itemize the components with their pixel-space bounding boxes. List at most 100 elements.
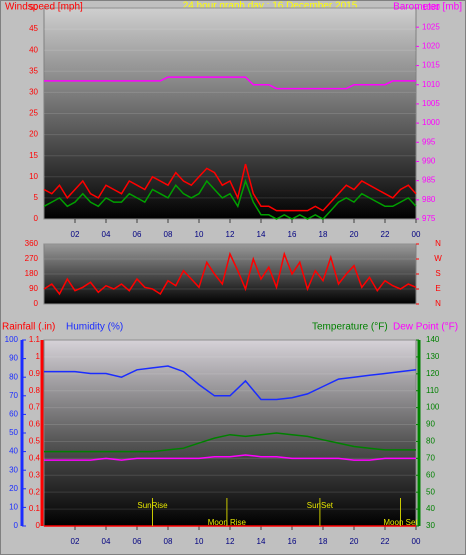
annotation: Moon Set <box>383 518 418 527</box>
y2-tick-label: 1030 <box>422 3 440 12</box>
x-tick-label: 02 <box>71 230 80 239</box>
x-tick-label: 18 <box>319 537 328 546</box>
series-title: Windspeed [mph] <box>5 2 83 13</box>
y2-tick-label: 80 <box>426 437 435 446</box>
y2-tick-label: 1015 <box>422 61 440 70</box>
y-tick-label: 270 <box>25 254 39 263</box>
y-tick-label: 1.1 <box>29 335 41 344</box>
y2-tick-label: 130 <box>426 352 440 361</box>
series-title: Humidity (%) <box>66 322 123 333</box>
y2-tick-label: 50 <box>426 487 435 496</box>
annotation: SunSet <box>307 501 334 510</box>
y-tick-label: 15 <box>29 151 38 160</box>
series-line <box>44 432 416 453</box>
plot-area <box>43 7 417 220</box>
x-tick-label: 06 <box>133 230 142 239</box>
y-tick-label: 5 <box>34 193 39 202</box>
y-tick-label: 180 <box>25 269 39 278</box>
series-line <box>43 251 417 296</box>
series-title: Temperature (°F) <box>312 322 388 333</box>
series-title: Barometer [mb] <box>393 2 462 13</box>
y-tick-label: 40 <box>29 45 38 54</box>
y2-tick-label: 70 <box>426 453 435 462</box>
series-line <box>43 163 417 212</box>
x-tick-label: 20 <box>350 230 359 239</box>
series-line <box>43 178 417 220</box>
y-tick-label: 0.6 <box>29 420 41 429</box>
y-tick-label: 10 <box>29 172 38 181</box>
y-tick-label: 30 <box>29 88 38 97</box>
x-tick-label: 14 <box>257 537 266 546</box>
x-tick-label: 10 <box>195 230 204 239</box>
x-tick-label: 06 <box>133 537 142 546</box>
y3-tick-label: 10 <box>9 503 18 512</box>
y2-tick-label: E <box>435 284 440 293</box>
y2-tick-label: 120 <box>426 369 440 378</box>
y-tick-label: 0 <box>36 521 41 530</box>
y-tick-label: 20 <box>29 130 38 139</box>
y2-tick-label: 1000 <box>422 118 440 127</box>
series-line <box>44 365 417 401</box>
series-line <box>44 454 416 461</box>
y-tick-label: 50 <box>29 3 38 12</box>
x-tick-label: 16 <box>288 537 297 546</box>
y-tick-label: 0.8 <box>29 386 41 395</box>
y3-tick-label: 20 <box>9 484 18 493</box>
y3-tick-label: 50 <box>9 428 18 437</box>
y-tick-label: 1 <box>36 352 41 361</box>
x-tick-label: 00 <box>412 537 421 546</box>
y2-tick-label: 1005 <box>422 99 440 108</box>
x-tick-label: 10 <box>195 537 204 546</box>
y2-tick-label: 990 <box>422 157 436 166</box>
x-tick-label: 08 <box>164 537 173 546</box>
y2-tick-label: W <box>434 254 442 263</box>
series-title: Rainfall (.in) <box>2 322 55 333</box>
y-tick-label: 90 <box>29 284 38 293</box>
y3-tick-label: 30 <box>9 465 18 474</box>
y-tick-label: 0.2 <box>29 487 41 496</box>
x-tick-label: 02 <box>71 537 80 546</box>
x-tick-label: 12 <box>226 537 235 546</box>
y-tick-label: 0.3 <box>29 470 41 479</box>
x-tick-label: 20 <box>350 537 359 546</box>
y2-tick-label: S <box>435 269 440 278</box>
y2-tick-label: 980 <box>422 195 436 204</box>
x-tick-label: 04 <box>102 230 111 239</box>
y-tick-label: 45 <box>29 24 38 33</box>
x-tick-label: 22 <box>381 230 390 239</box>
y-tick-label: 0.5 <box>29 437 41 446</box>
x-tick-label: 00 <box>412 230 421 239</box>
y-tick-label: 360 <box>25 239 39 248</box>
chart-title: 24 hour graph day : 16 December 2015 <box>183 1 358 12</box>
annotation: Moon Rise <box>208 518 247 527</box>
y2-tick-label: N <box>435 239 441 248</box>
y-tick-label: 35 <box>29 66 38 75</box>
y3-tick-label: 80 <box>9 372 18 381</box>
y2-tick-label: 1020 <box>422 41 440 50</box>
y3-tick-label: 60 <box>9 410 18 419</box>
x-tick-label: 18 <box>319 230 328 239</box>
y2-tick-label: 90 <box>426 420 435 429</box>
x-tick-label: 12 <box>226 230 235 239</box>
x-tick-label: 04 <box>102 537 111 546</box>
x-tick-label: 22 <box>381 537 390 546</box>
x-tick-label: 14 <box>257 230 266 239</box>
y2-tick-label: 60 <box>426 470 435 479</box>
series-line <box>44 76 416 90</box>
y-tick-label: 0 <box>34 299 39 308</box>
series-title: Dew Point (°F) <box>393 322 458 333</box>
y3-tick-label: 90 <box>9 354 18 363</box>
y-tick-label: 0.1 <box>29 504 41 513</box>
y-tick-label: 0.9 <box>29 369 41 378</box>
y2-tick-label: 1010 <box>422 80 440 89</box>
y-tick-label: 0.7 <box>29 403 41 412</box>
y2-tick-label: 30 <box>426 521 435 530</box>
y-tick-label: 0 <box>34 214 39 223</box>
x-tick-label: 08 <box>164 230 173 239</box>
y2-tick-label: 40 <box>426 504 435 513</box>
y3-tick-label: 0 <box>14 521 19 530</box>
y3-tick-label: 70 <box>9 391 18 400</box>
y2-tick-label: 1025 <box>422 22 440 31</box>
x-tick-label: 16 <box>288 230 297 239</box>
y2-tick-label: 100 <box>426 403 440 412</box>
